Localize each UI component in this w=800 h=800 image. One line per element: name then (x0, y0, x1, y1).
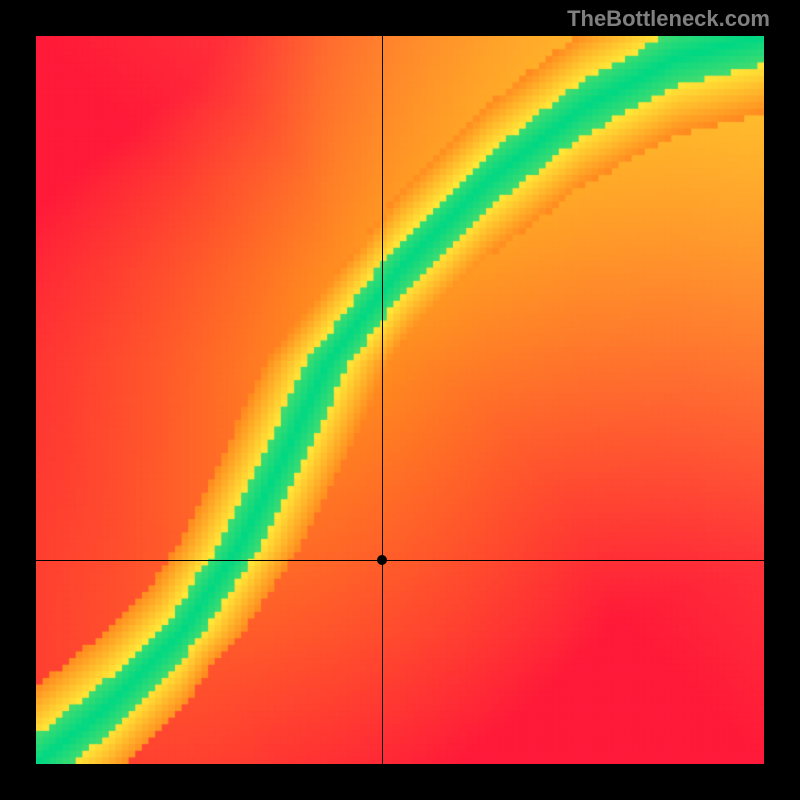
bottleneck-heatmap (36, 36, 764, 764)
watermark-label: TheBottleneck.com (567, 6, 770, 32)
crosshair-point (377, 555, 387, 565)
chart-container: TheBottleneck.com (0, 0, 800, 800)
crosshair-vertical (382, 36, 383, 764)
crosshair-horizontal (36, 560, 764, 561)
